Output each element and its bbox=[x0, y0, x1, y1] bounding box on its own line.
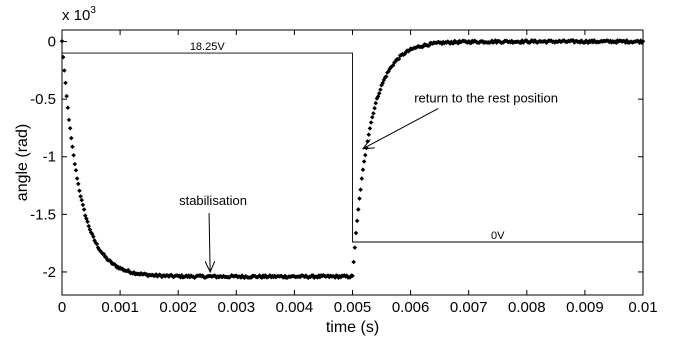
annotation-return-rest: return to the rest position bbox=[414, 91, 558, 106]
voltage-high-label: 18.25V bbox=[190, 41, 226, 53]
data-point bbox=[78, 194, 83, 199]
data-point bbox=[352, 245, 358, 250]
data-point bbox=[368, 120, 374, 125]
x-tick-label: 0.001 bbox=[101, 299, 139, 316]
data-point bbox=[79, 197, 85, 203]
voltage-signal-line bbox=[62, 52, 643, 243]
data-point bbox=[366, 132, 372, 137]
data-point bbox=[65, 105, 71, 110]
voltage-signal bbox=[62, 52, 643, 243]
annotation-arrow-stabilisation bbox=[209, 213, 210, 272]
x-tick-label: 0.004 bbox=[276, 299, 314, 316]
data-point bbox=[64, 93, 69, 99]
x-tick-label: 0.01 bbox=[628, 299, 657, 316]
data-point bbox=[361, 159, 367, 164]
data-points bbox=[59, 38, 646, 281]
x-tick-label: 0.002 bbox=[159, 299, 197, 316]
data-point bbox=[350, 273, 355, 279]
data-point bbox=[86, 223, 91, 229]
data-point bbox=[69, 135, 74, 141]
data-point bbox=[360, 167, 366, 172]
data-point bbox=[371, 111, 376, 116]
data-point bbox=[73, 167, 79, 173]
data-point bbox=[66, 117, 72, 123]
data-point bbox=[81, 207, 87, 212]
data-point bbox=[62, 68, 67, 73]
y-multiplier-base: x 10 bbox=[62, 7, 90, 24]
x-tick-label: 0.008 bbox=[508, 299, 546, 316]
x-tick-label: 0.005 bbox=[334, 299, 372, 316]
y-tick-label: -1 bbox=[43, 149, 56, 166]
x-tick-label: 0.009 bbox=[566, 299, 604, 316]
data-point bbox=[71, 153, 76, 158]
data-point bbox=[367, 126, 373, 131]
voltage-low-label: 0V bbox=[491, 230, 505, 242]
data-point bbox=[363, 152, 368, 158]
x-axis-ticks: 0 0.001 0.002 0.003 0.004 0.005 0.006 0.007 0.00… bbox=[58, 30, 658, 316]
data-point bbox=[351, 259, 356, 265]
data-point bbox=[369, 114, 375, 120]
y-tick-label: -0.5 bbox=[30, 91, 56, 108]
data-point bbox=[67, 125, 73, 131]
x-axis-label: time (s) bbox=[326, 319, 379, 336]
y-axis-label: angle (rad) bbox=[14, 124, 31, 201]
data-point bbox=[365, 139, 370, 144]
data-point bbox=[357, 196, 362, 201]
y-axis-multiplier: x 103 bbox=[62, 5, 96, 24]
data-point bbox=[378, 87, 383, 92]
data-point bbox=[373, 100, 379, 106]
y-axis-ticks: 0 -0.5 -1 -1.5 -2 bbox=[30, 34, 643, 281]
data-point bbox=[70, 144, 75, 150]
x-tick-label: 0.003 bbox=[218, 299, 256, 316]
data-point bbox=[356, 207, 361, 212]
data-point bbox=[358, 187, 363, 192]
data-point bbox=[72, 161, 78, 167]
y-tick-label: -2 bbox=[43, 264, 56, 281]
y-tick-label: -1.5 bbox=[30, 206, 56, 223]
x-tick-label: 0.007 bbox=[450, 299, 488, 316]
y-tick-label: 0 bbox=[48, 34, 56, 51]
data-point bbox=[94, 241, 100, 247]
data-point bbox=[372, 105, 377, 111]
x-tick-label: 0 bbox=[58, 299, 66, 316]
data-point bbox=[354, 218, 360, 224]
data-point bbox=[353, 230, 359, 236]
y-multiplier-exponent: 3 bbox=[90, 5, 96, 16]
data-point bbox=[91, 234, 96, 240]
x-tick-label: 0.006 bbox=[392, 299, 430, 316]
data-point bbox=[359, 176, 365, 181]
data-point bbox=[80, 202, 86, 208]
annotation-arrow-return-rest bbox=[363, 108, 439, 149]
annotation-stabilisation: stabilisation bbox=[179, 193, 247, 208]
data-point bbox=[74, 176, 80, 181]
data-point bbox=[76, 181, 81, 187]
data-point bbox=[77, 188, 82, 194]
data-point bbox=[63, 80, 68, 86]
